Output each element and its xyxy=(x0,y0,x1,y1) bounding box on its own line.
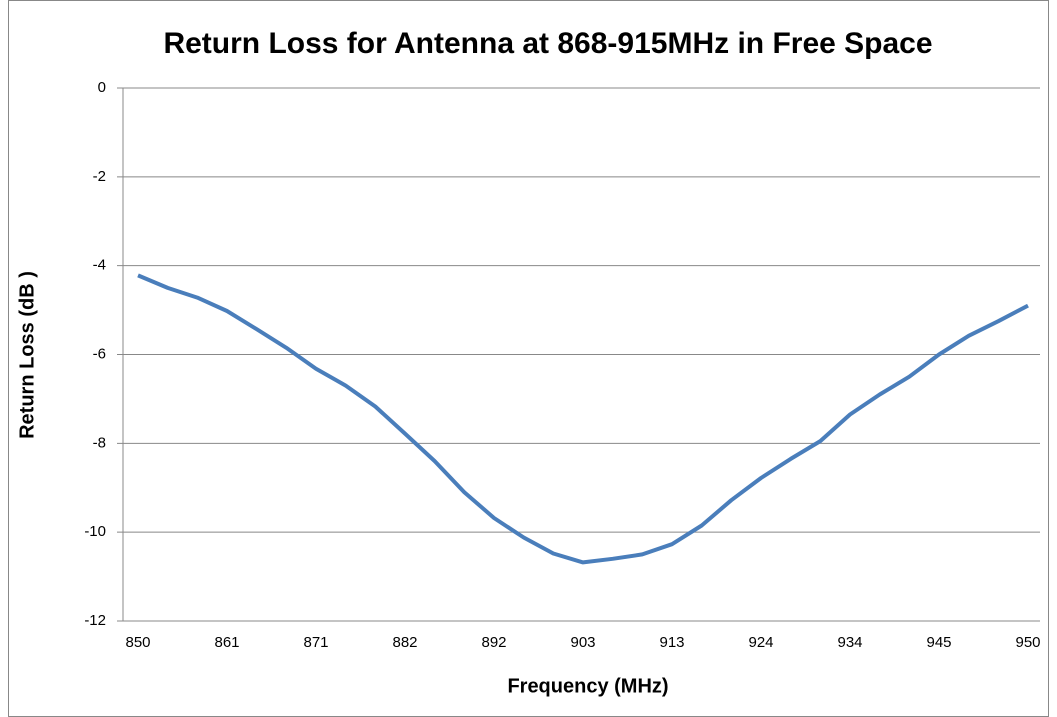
x-tick-label: 934 xyxy=(837,634,862,651)
x-tick-label: 892 xyxy=(481,634,506,651)
y-tick-label: -6 xyxy=(93,345,106,362)
x-tick-label: 950 xyxy=(1015,634,1040,651)
chart-title: Return Loss for Antenna at 868-915MHz in… xyxy=(163,27,932,60)
y-tick-label: 0 xyxy=(98,79,106,96)
data-line xyxy=(137,273,1029,565)
chart-frame xyxy=(8,0,1049,717)
x-tick-label: 913 xyxy=(659,634,684,651)
y-tick-label: -8 xyxy=(93,434,106,451)
x-tick-label: 882 xyxy=(392,634,417,651)
x-tick-label: 945 xyxy=(926,634,951,651)
y-tick-label: -12 xyxy=(84,612,106,629)
x-tick-label: 850 xyxy=(125,634,150,651)
x-tick-label: 871 xyxy=(303,634,328,651)
y-tick-label: -10 xyxy=(84,523,106,540)
x-tick-label: 924 xyxy=(748,634,773,651)
y-tick-label: -2 xyxy=(93,168,106,185)
x-tick-label: 861 xyxy=(214,634,239,651)
y-tick-label: -4 xyxy=(93,257,106,274)
x-tick-label: 903 xyxy=(570,634,595,651)
x-axis-label: Frequency (MHz) xyxy=(507,675,668,697)
y-axis-label: Return Loss (dB ) xyxy=(16,271,38,439)
